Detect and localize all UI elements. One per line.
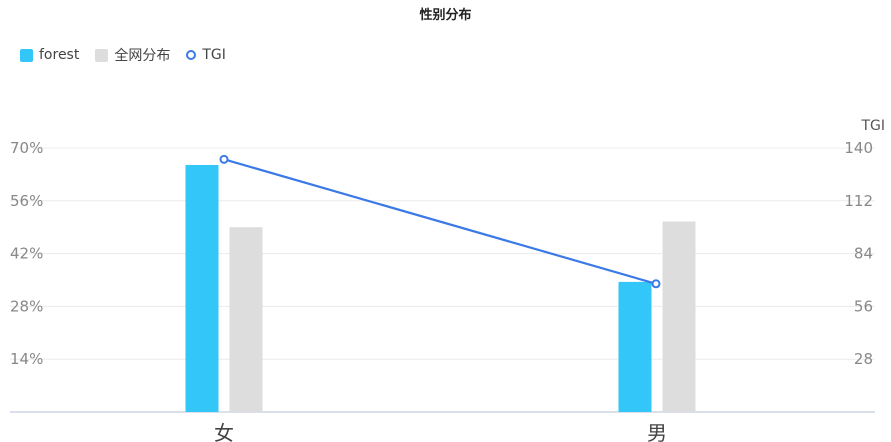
legend-item-network[interactable]: 全网分布 [95,45,170,65]
legend-label-forest: forest [39,47,80,63]
legend: forest 全网分布 TGI [20,46,242,64]
tgi-point-0 [219,154,229,164]
y-left-tick-label: 28% [10,297,43,315]
y-right-tick-label: 84 [854,245,873,263]
y-right-tick-label: 140 [844,139,873,157]
bar-network-0 [229,227,263,412]
legend-swatch-network [95,48,109,62]
legend-item-forest[interactable]: forest [20,47,79,63]
legend-swatch-forest [20,48,33,62]
legend-item-tgi[interactable]: TGI [186,47,226,63]
tgi-line [223,158,657,285]
bar-forest-0 [185,164,219,412]
chart-title: 性别分布 [419,8,472,23]
bar-forest-1 [618,281,652,412]
x-category-label: 女 [214,421,234,442]
y-right-tick-label: 28 [854,350,873,368]
legend-swatch-tgi [186,50,197,60]
legend-label-network: 全网分布 [114,48,171,64]
y-left-tick-label: 70% [10,139,43,157]
y-right-tick-label: 56 [854,297,873,315]
y-left-tick-label: 14% [10,350,43,368]
y-right-tick-label: 112 [844,192,873,210]
right-axis-label: TGI [861,118,885,134]
y-left-tick-label: 56% [10,192,43,210]
y-left-tick-label: 42% [10,245,43,263]
x-category-label: 男 [647,421,667,442]
legend-label-tgi: TGI [202,47,226,63]
tgi-point-1 [651,279,661,289]
bar-network-1 [662,221,696,412]
